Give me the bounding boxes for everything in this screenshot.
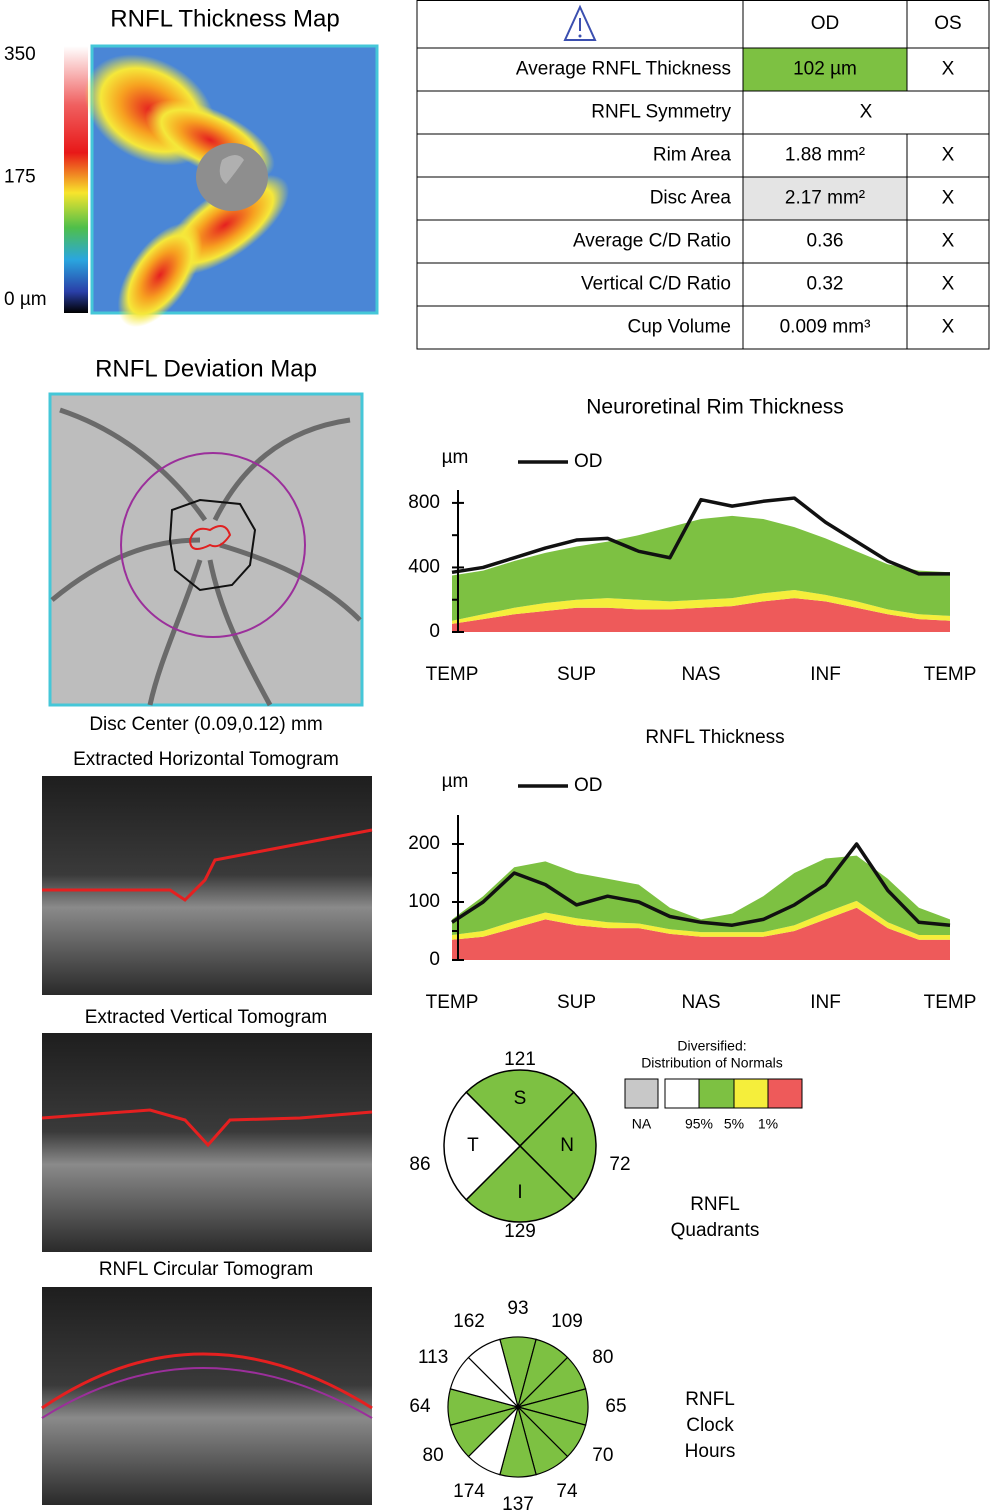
clock-value: 113 bbox=[418, 1347, 448, 1368]
y-tick-label: 800 bbox=[408, 492, 440, 513]
chart-title: Quadrants bbox=[671, 1220, 760, 1241]
legend-swatch bbox=[734, 1079, 768, 1108]
clock-value: 74 bbox=[556, 1481, 578, 1502]
legend-label: 1% bbox=[758, 1116, 778, 1132]
cell-value: 2.17 mm² bbox=[785, 188, 865, 209]
y-tick-label: 0 bbox=[429, 949, 440, 970]
x-tick-label: SUP bbox=[557, 992, 596, 1013]
axis-label: µm bbox=[442, 771, 469, 792]
quadrant-value: 129 bbox=[504, 1221, 536, 1242]
thickness-image bbox=[64, 32, 377, 342]
chart-title: Hours bbox=[685, 1441, 736, 1462]
report: RNFL Thickness Map RNFL Deviation Map Di… bbox=[0, 0, 990, 1512]
colorbar-label: 175 bbox=[4, 167, 36, 188]
quadrant-label: N bbox=[560, 1135, 574, 1156]
x-tick-label: INF bbox=[810, 664, 841, 685]
clock-value: 93 bbox=[507, 1298, 528, 1319]
cell-value: X bbox=[942, 145, 955, 166]
x-tick-label: SUP bbox=[557, 664, 596, 685]
chart-title: RNFL bbox=[690, 1194, 740, 1215]
row-label: Cup Volume bbox=[627, 317, 731, 338]
legend-label: NA bbox=[632, 1116, 652, 1132]
tomogram-title: RNFL Circular Tomogram bbox=[99, 1259, 313, 1280]
colorbar-label: 350 bbox=[4, 44, 36, 65]
chart-title: RNFL bbox=[685, 1389, 735, 1410]
x-tick-label: NAS bbox=[681, 992, 720, 1013]
row-label: Rim Area bbox=[653, 145, 732, 166]
x-tick-label: INF bbox=[810, 992, 841, 1013]
header-cell: OD bbox=[811, 13, 840, 34]
chart-title: RNFL Thickness bbox=[645, 727, 784, 748]
cell-value: X bbox=[942, 317, 955, 338]
x-tick-label: TEMP bbox=[924, 664, 977, 685]
deviation-image bbox=[50, 394, 362, 705]
clock-value: 162 bbox=[453, 1311, 485, 1332]
clock-value: 80 bbox=[592, 1347, 613, 1368]
axis-label: µm bbox=[442, 447, 469, 468]
x-tick-label: TEMP bbox=[426, 992, 479, 1013]
warning-icon-dot bbox=[579, 35, 582, 38]
legend-swatch bbox=[699, 1079, 734, 1108]
clock-value: 109 bbox=[551, 1311, 583, 1332]
cell-value: X bbox=[942, 274, 955, 295]
colorbar bbox=[64, 46, 88, 313]
cell-value: 0.009 mm³ bbox=[780, 317, 871, 338]
tomogram-title: Extracted Vertical Tomogram bbox=[85, 1007, 328, 1028]
legend-swatch bbox=[625, 1079, 658, 1108]
tomogram-title: Extracted Horizontal Tomogram bbox=[73, 749, 339, 770]
row-label: Average C/D Ratio bbox=[573, 231, 731, 252]
chart-title: Clock bbox=[686, 1415, 734, 1436]
row-label: Average RNFL Thickness bbox=[516, 59, 731, 80]
cell-value: 102 µm bbox=[793, 59, 857, 80]
tomogram-image bbox=[42, 776, 372, 995]
cell-value: X bbox=[942, 231, 955, 252]
legend-swatch bbox=[768, 1079, 802, 1108]
quadrant-label: I bbox=[517, 1182, 522, 1203]
clock-value: 70 bbox=[592, 1445, 613, 1466]
y-tick-label: 200 bbox=[408, 833, 440, 854]
quadrant-value: 72 bbox=[609, 1154, 630, 1175]
legend-swatch bbox=[665, 1079, 699, 1108]
legend-label: OD bbox=[574, 451, 603, 472]
clock-value: 80 bbox=[423, 1445, 444, 1466]
y-tick-label: 100 bbox=[408, 891, 440, 912]
cell-value: 1.88 mm² bbox=[785, 145, 865, 166]
colorbar-label: 0 µm bbox=[4, 289, 47, 310]
row-label: RNFL Symmetry bbox=[591, 102, 731, 123]
clock-value: 65 bbox=[605, 1396, 626, 1417]
row-label: Disc Area bbox=[650, 188, 732, 209]
quadrant-label: S bbox=[514, 1088, 527, 1109]
row-label: Vertical C/D Ratio bbox=[581, 274, 731, 295]
legend-label: 95% bbox=[685, 1116, 713, 1132]
tomogram-image bbox=[42, 1033, 372, 1252]
cell-value: X bbox=[942, 59, 955, 80]
x-tick-label: TEMP bbox=[426, 664, 479, 685]
cell-value: X bbox=[942, 188, 955, 209]
legend-label: 5% bbox=[724, 1116, 744, 1132]
chart-title: Neuroretinal Rim Thickness bbox=[586, 396, 844, 419]
legend-label: OD bbox=[574, 775, 603, 796]
legend-title: Distribution of Normals bbox=[641, 1055, 783, 1071]
quadrant-label: T bbox=[467, 1135, 479, 1156]
clock-value: 137 bbox=[502, 1494, 534, 1512]
quadrant-value: 86 bbox=[409, 1154, 430, 1175]
page: { "thickness_map": {"title": "RNFL Thick… bbox=[0, 0, 990, 1512]
x-tick-label: TEMP bbox=[924, 992, 977, 1013]
cell-value: X bbox=[860, 102, 873, 123]
header-cell: OS bbox=[934, 13, 961, 34]
y-tick-label: 0 bbox=[429, 621, 440, 642]
legend-title: Diversified: bbox=[677, 1038, 746, 1054]
tomogram-image bbox=[42, 1287, 372, 1505]
cell-value: 0.36 bbox=[807, 231, 844, 252]
quadrant-value: 121 bbox=[504, 1049, 536, 1070]
deviation-title: RNFL Deviation Map bbox=[95, 355, 317, 382]
deviation-caption: Disc Center (0.09,0.12) mm bbox=[89, 714, 322, 735]
cell-value: 0.32 bbox=[807, 274, 844, 295]
clock-value: 174 bbox=[453, 1481, 485, 1502]
clock-value: 64 bbox=[409, 1396, 431, 1417]
y-tick-label: 400 bbox=[408, 556, 440, 577]
map-title: RNFL Thickness Map bbox=[110, 5, 339, 32]
x-tick-label: NAS bbox=[681, 664, 720, 685]
